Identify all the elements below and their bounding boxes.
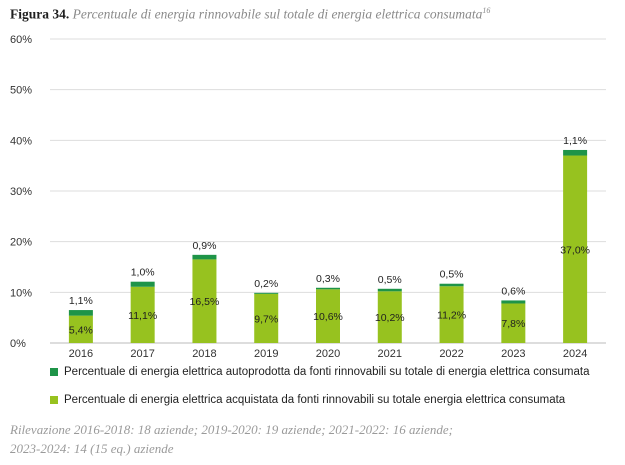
x-tick-label-2023: 2023 bbox=[501, 348, 525, 360]
data-label-purchased-2022: 11,2% bbox=[437, 310, 466, 322]
y-tick-label-10: 10% bbox=[10, 287, 32, 299]
x-tick-label-2017: 2017 bbox=[130, 348, 154, 360]
bar-self-produced-2016 bbox=[68, 310, 93, 316]
x-tick-label-2022: 2022 bbox=[439, 348, 463, 360]
bar-purchased-2023 bbox=[501, 303, 526, 343]
bar-self-produced-2020 bbox=[316, 287, 340, 290]
bar-self-produced-2017 bbox=[130, 281, 155, 287]
y-tick-label-30: 30% bbox=[10, 186, 32, 198]
data-label-purchased-2017: 11,1% bbox=[128, 310, 157, 322]
legend-label-purchased: Percentuale di energia elettrica acquist… bbox=[64, 394, 566, 406]
data-label-self-produced-2024: 1,1% bbox=[563, 135, 587, 147]
bar-purchased-2024 bbox=[563, 155, 588, 343]
y-tick-label-50: 50% bbox=[10, 85, 32, 97]
survey-note-line-2: 2023-2024: 14 (15 eq.) aziende bbox=[10, 441, 174, 456]
x-tick-label-2019: 2019 bbox=[254, 348, 278, 360]
bar-self-produced-2018 bbox=[192, 254, 217, 260]
bar-self-produced-2019 bbox=[254, 292, 279, 294]
legend-item-self-produced: Percentuale di energia elettrica autopro… bbox=[50, 366, 590, 378]
x-tick-label-2018: 2018 bbox=[192, 348, 216, 360]
data-label-self-produced-2020: 0,3% bbox=[316, 273, 340, 285]
data-label-purchased-2023: 7,8% bbox=[501, 318, 525, 330]
survey-note-line-1: Rilevazione 2016-2018: 18 aziende; 2019-… bbox=[10, 422, 453, 437]
legend-swatch-purchased bbox=[50, 396, 58, 404]
data-label-self-produced-2018: 0,9% bbox=[192, 240, 216, 252]
data-label-purchased-2019: 9,7% bbox=[254, 313, 278, 325]
bar-purchased-2019 bbox=[254, 293, 279, 343]
survey-note: Rilevazione 2016-2018: 18 aziende; 2019-… bbox=[10, 420, 610, 458]
data-label-self-produced-2023: 0,6% bbox=[501, 285, 525, 297]
bar-self-produced-2023 bbox=[501, 300, 526, 304]
bar-purchased-2022 bbox=[439, 286, 464, 343]
figure-caption: Percentuale di energia rinnovabile sul t… bbox=[72, 6, 483, 22]
bar-purchased-2017 bbox=[130, 286, 155, 343]
x-tick-label-2024: 2024 bbox=[563, 348, 587, 360]
data-label-self-produced-2019: 0,2% bbox=[254, 278, 278, 290]
bar-self-produced-2021 bbox=[377, 288, 402, 292]
bar-purchased-2021 bbox=[377, 291, 402, 343]
bar-purchased-2020 bbox=[316, 289, 340, 343]
data-label-purchased-2021: 10,2% bbox=[375, 312, 405, 324]
legend-swatch-self-produced bbox=[50, 368, 58, 376]
y-tick-label-60: 60% bbox=[10, 34, 32, 46]
x-tick-label-2016: 2016 bbox=[69, 348, 93, 360]
data-label-self-produced-2017: 1,0% bbox=[131, 267, 155, 279]
y-tick-label-0: 0% bbox=[10, 338, 26, 350]
bar-self-produced-2024 bbox=[563, 149, 588, 156]
data-label-purchased-2024: 37,0% bbox=[560, 244, 590, 256]
legend-label-self-produced: Percentuale di energia elettrica autopro… bbox=[64, 366, 590, 378]
footnote-ref: 16 bbox=[482, 6, 491, 15]
bar-self-produced-2022 bbox=[439, 283, 464, 287]
legend-item-purchased: Percentuale di energia elettrica acquist… bbox=[50, 394, 565, 406]
figure-label: Figura 34. bbox=[10, 6, 70, 22]
figure-title: Figura 34. Percentuale di energia rinnov… bbox=[10, 6, 490, 23]
stacked-bar-chart: 0% 10% 20% 30% 40% 50% 60% 5,4% 1,1% 2016 11,1% 1,0… bbox=[10, 34, 606, 360]
data-label-self-produced-2022: 0,5% bbox=[440, 269, 464, 281]
y-tick-label-20: 20% bbox=[10, 237, 32, 249]
data-label-self-produced-2016: 1,1% bbox=[69, 295, 93, 307]
bar-purchased-2016 bbox=[68, 315, 93, 343]
data-label-purchased-2018: 16,5% bbox=[190, 296, 220, 308]
y-tick-label-40: 40% bbox=[10, 135, 32, 147]
data-label-purchased-2020: 10,6% bbox=[313, 311, 343, 323]
x-tick-label-2021: 2021 bbox=[378, 348, 402, 360]
data-label-self-produced-2021: 0,5% bbox=[378, 274, 402, 286]
x-tick-label-2020: 2020 bbox=[316, 348, 340, 360]
data-label-purchased-2016: 5,4% bbox=[69, 324, 93, 336]
bar-purchased-2018 bbox=[192, 259, 217, 343]
